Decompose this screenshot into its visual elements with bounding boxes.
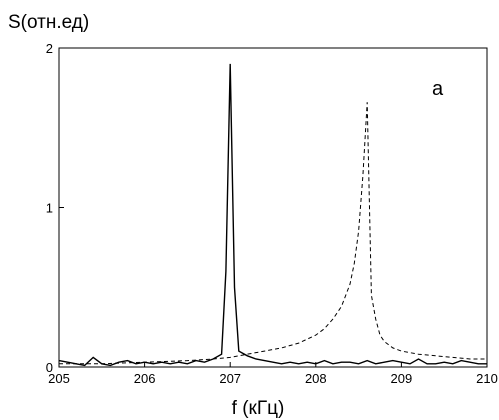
series-line-solid (58, 63, 487, 367)
y-axis-label: S(отн.ед) (8, 12, 89, 33)
panel-annotation: a (432, 78, 444, 100)
x-tick-label: 206 (134, 371, 156, 386)
series-lines (58, 63, 487, 367)
x-tick-label: 208 (305, 371, 327, 386)
y-tick-label: 1 (46, 201, 53, 216)
plot-frame (58, 47, 488, 368)
x-tick-label: 209 (391, 371, 413, 386)
y-tick-label: 2 (46, 41, 53, 56)
y-tick-label: 0 (46, 360, 53, 375)
axis-ticks: 205 206 207 208 209 210 0 1 2 (46, 41, 498, 386)
x-axis-label: f (кГц) (232, 398, 285, 419)
x-tick-label: 210 (476, 371, 498, 386)
x-tick-label: 207 (219, 371, 241, 386)
x-tick-label: 205 (48, 371, 70, 386)
series-line-dashed (59, 102, 487, 365)
